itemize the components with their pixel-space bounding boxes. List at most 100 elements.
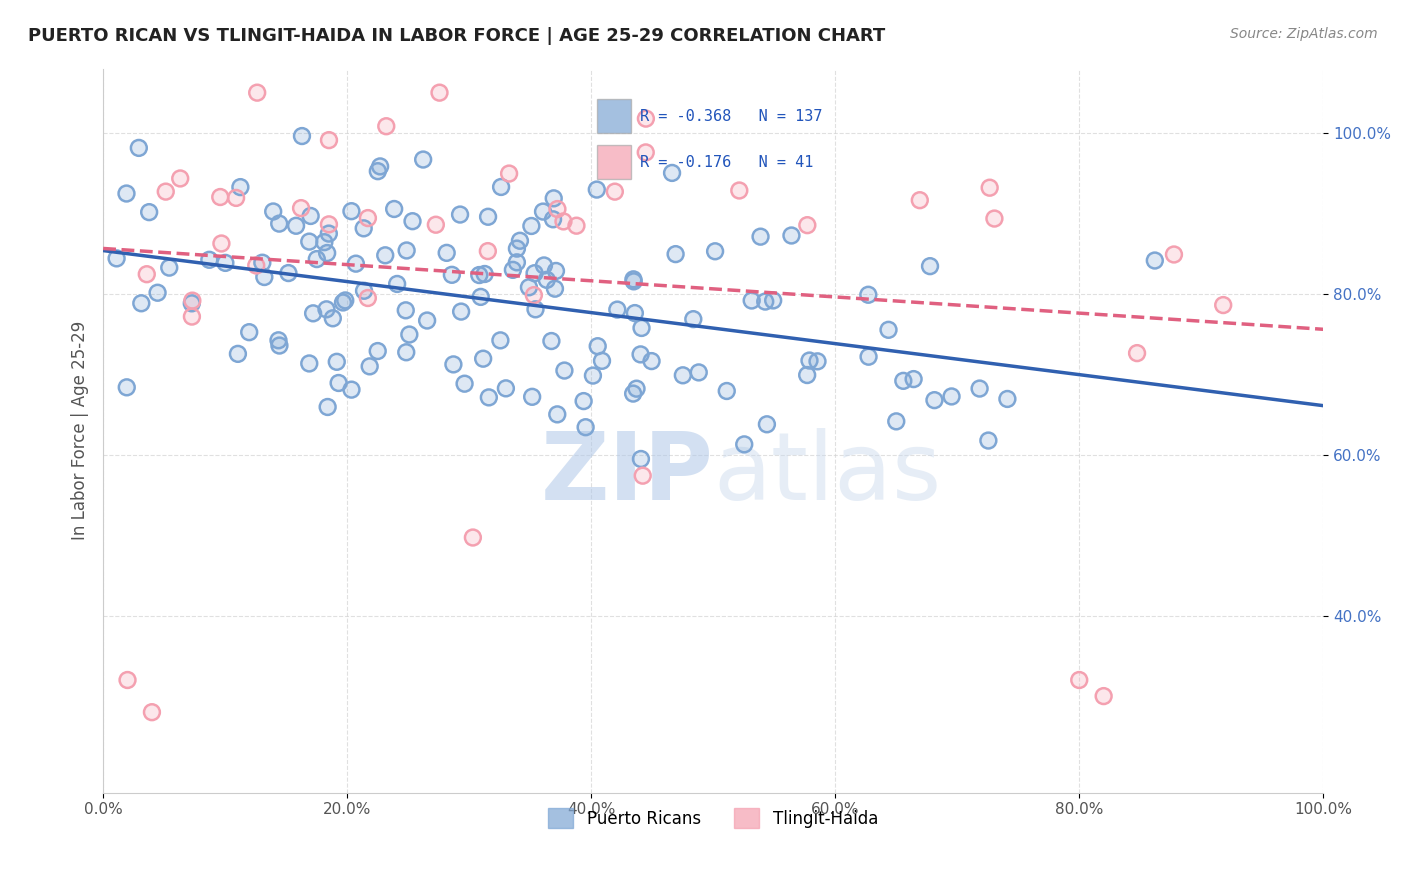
Point	[315, 302, 337, 317]
Point	[630, 347, 652, 361]
Point	[429, 86, 451, 100]
Point	[506, 242, 529, 256]
Point	[316, 246, 339, 260]
Point	[877, 323, 900, 337]
Point	[716, 384, 738, 398]
Point	[238, 325, 260, 339]
Point	[328, 376, 350, 390]
Point	[374, 248, 396, 262]
Point	[495, 381, 517, 395]
Point	[253, 270, 276, 285]
Point	[436, 245, 458, 260]
Point	[979, 180, 1001, 194]
Point	[1069, 673, 1091, 687]
Point	[375, 120, 398, 134]
Point	[520, 219, 543, 233]
Point	[316, 246, 339, 260]
Point	[269, 338, 291, 352]
Point	[305, 252, 328, 266]
Point	[209, 190, 232, 204]
Point	[131, 296, 153, 310]
Point	[749, 229, 772, 244]
Point	[546, 408, 568, 422]
Point	[626, 382, 648, 396]
Point	[169, 171, 191, 186]
Point	[546, 202, 568, 216]
Point	[520, 390, 543, 404]
Point	[340, 204, 363, 219]
Point	[796, 218, 818, 232]
Point	[262, 204, 284, 219]
Point	[453, 376, 475, 391]
Point	[382, 202, 405, 216]
Point	[425, 218, 447, 232]
Point	[903, 372, 925, 386]
Point	[546, 202, 568, 216]
Point	[728, 184, 751, 198]
Point	[141, 705, 163, 719]
Point	[891, 374, 914, 388]
Point	[340, 383, 363, 397]
Point	[884, 414, 907, 428]
Point	[450, 304, 472, 318]
Point	[478, 390, 501, 404]
Point	[395, 303, 418, 318]
Point	[533, 259, 555, 273]
Point	[375, 120, 398, 134]
Point	[704, 244, 727, 259]
Point	[623, 272, 645, 286]
Point	[755, 417, 778, 432]
Point	[517, 280, 540, 294]
Point	[318, 227, 340, 241]
Point	[754, 294, 776, 309]
Point	[138, 205, 160, 219]
Point	[453, 376, 475, 391]
Point	[461, 531, 484, 545]
Point	[340, 383, 363, 397]
Point	[290, 201, 312, 215]
Point	[395, 244, 418, 258]
Point	[585, 183, 607, 197]
Point	[941, 389, 963, 403]
Point	[477, 244, 499, 259]
Point	[631, 468, 654, 483]
Point	[353, 284, 375, 298]
Point	[440, 268, 463, 282]
Point	[623, 272, 645, 286]
Point	[238, 325, 260, 339]
Point	[591, 354, 613, 368]
Point	[368, 160, 391, 174]
Point	[326, 355, 349, 369]
Point	[416, 313, 439, 327]
Point	[755, 417, 778, 432]
Point	[141, 705, 163, 719]
Point	[246, 86, 269, 100]
Point	[630, 321, 652, 335]
Point	[318, 218, 340, 232]
Point	[291, 129, 314, 144]
Point	[214, 256, 236, 270]
Point	[582, 368, 605, 383]
Point	[624, 306, 647, 320]
Point	[181, 293, 204, 308]
Point	[523, 266, 546, 280]
Point	[1143, 253, 1166, 268]
Point	[269, 217, 291, 231]
Point	[357, 211, 380, 225]
Point	[924, 393, 946, 408]
Point	[623, 274, 645, 288]
Point	[630, 347, 652, 361]
Point	[359, 359, 381, 374]
Point	[553, 363, 575, 377]
Point	[540, 334, 562, 348]
Point	[575, 420, 598, 434]
Point	[544, 264, 567, 278]
Point	[1069, 673, 1091, 687]
Point	[305, 252, 328, 266]
Point	[733, 437, 755, 451]
Point	[398, 327, 420, 342]
Point	[302, 306, 325, 320]
Point	[322, 311, 344, 326]
Point	[672, 368, 695, 383]
Point	[543, 191, 565, 205]
